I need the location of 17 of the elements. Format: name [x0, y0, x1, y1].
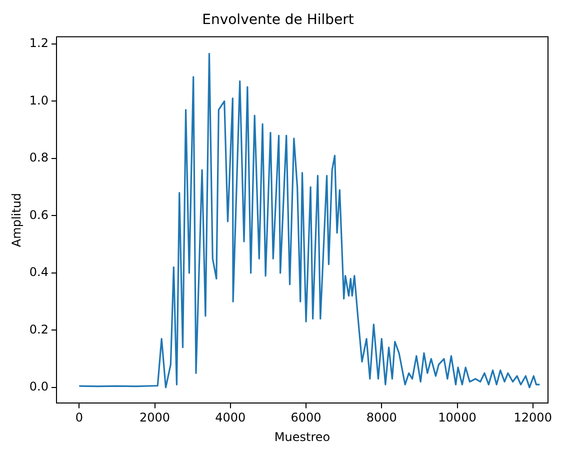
y-tick-label: 0.8 [29, 150, 48, 165]
x-tick-label: 8000 [366, 410, 397, 425]
x-tick-label: 12000 [514, 410, 552, 425]
x-axis-title: Muestreo [274, 430, 330, 444]
y-tick-label: 0.0 [29, 380, 48, 394]
x-tick-label: 10000 [438, 410, 476, 425]
chart-title: Envolvente de Hilbert [202, 12, 354, 28]
x-tick-label: 0 [75, 410, 83, 425]
x-tick-label: 6000 [290, 410, 322, 425]
y-axis-title: Amplitud [9, 192, 24, 248]
y-tick-label: 1.0 [29, 93, 48, 108]
y-tick-label: 1.2 [29, 36, 48, 50]
y-tick-label: 0.2 [29, 322, 48, 336]
x-tick-label: 2000 [140, 410, 170, 425]
y-tick-label: 0.6 [29, 208, 48, 222]
x-tick-label: 4000 [215, 410, 246, 425]
y-tick-label: 0.4 [29, 265, 48, 280]
